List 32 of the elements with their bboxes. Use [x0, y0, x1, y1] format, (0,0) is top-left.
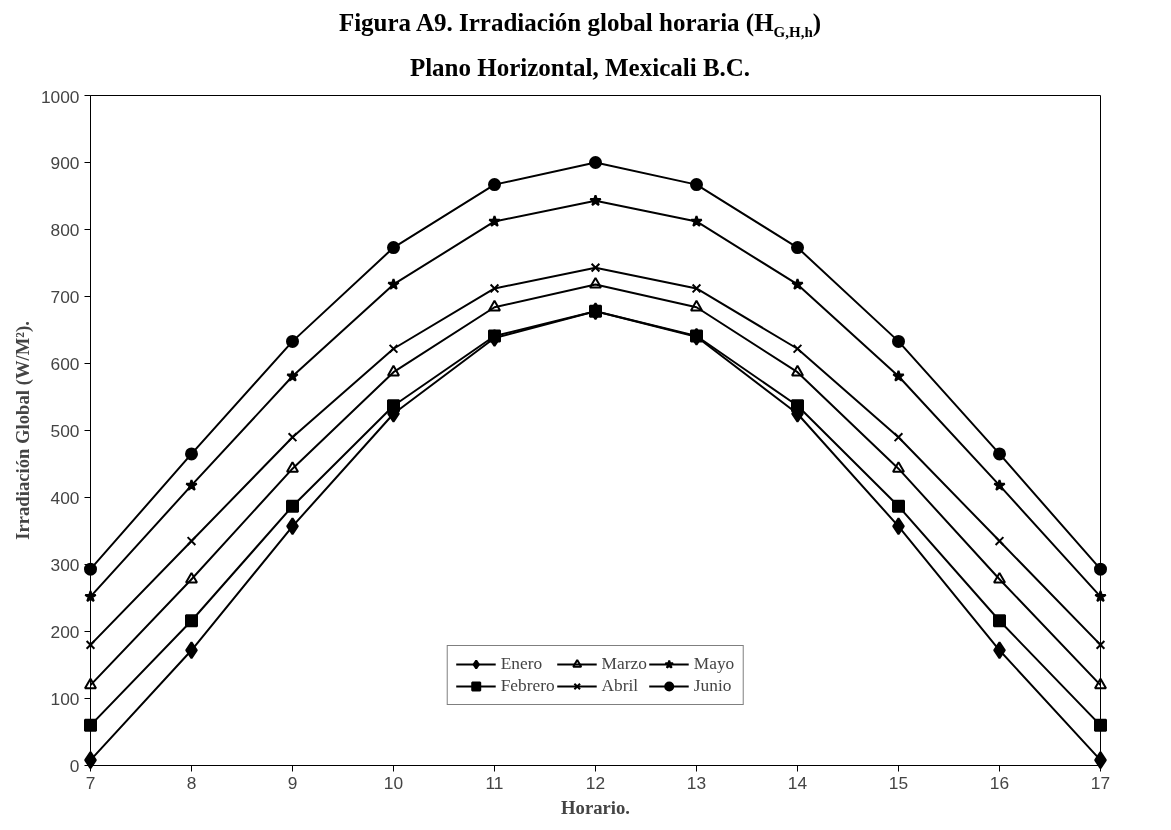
y-tick-label: 200 [50, 621, 80, 642]
y-axis-title: Irradiación Global (W/M²). [11, 321, 34, 540]
y-tick-label: 400 [50, 487, 80, 508]
y-tick-label: 0 [69, 755, 80, 776]
x-tick-label: 17 [1090, 772, 1111, 793]
x-tick-label: 14 [787, 772, 808, 793]
y-tick-label: 900 [50, 152, 80, 173]
y-tick-label: 600 [50, 353, 80, 374]
legend-label: Febrero [500, 676, 555, 696]
legend-label: Mayo [693, 654, 735, 674]
x-tick-label: 15 [888, 772, 909, 793]
legend-label: Enero [500, 654, 543, 674]
x-tick-label: 9 [287, 772, 298, 793]
y-tick-label: 100 [50, 688, 80, 709]
x-tick-label: 12 [585, 772, 606, 793]
legend-label: Junio [693, 676, 732, 696]
y-tick-label: 300 [50, 554, 80, 575]
chart-title: Figura A9. Irradiación global horaria (H$_{G,H,h}$) [338, 9, 822, 40]
y-tick-label: 800 [50, 219, 80, 240]
x-tick-label: 7 [85, 772, 96, 793]
x-tick-label: 10 [383, 772, 404, 793]
chart-subtitle: Plano Horizontal, Mexicali B.C. [409, 54, 751, 81]
y-tick-label: 1000 [40, 86, 80, 107]
legend-label: Marzo [601, 654, 647, 674]
x-tick-label: 16 [989, 772, 1010, 793]
x-tick-label: 11 [485, 772, 504, 793]
x-tick-label: 8 [186, 772, 197, 793]
legend-label: Abril [601, 676, 639, 696]
x-tick-label: 13 [686, 772, 707, 793]
y-tick-label: 700 [50, 286, 80, 307]
y-tick-label: 500 [50, 420, 80, 441]
x-axis-title: Horario. [561, 796, 630, 818]
